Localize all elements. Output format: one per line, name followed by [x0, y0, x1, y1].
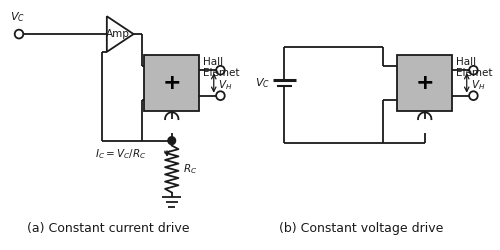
Bar: [397, 54, 452, 111]
Text: $I_C = V_C / R_C$: $I_C = V_C / R_C$: [96, 147, 146, 161]
Text: Hall: Hall: [204, 56, 224, 66]
Bar: [144, 54, 200, 111]
Text: $V_H$: $V_H$: [470, 78, 485, 92]
Text: Elemet: Elemet: [456, 68, 492, 78]
Text: $V_C$: $V_C$: [10, 10, 24, 24]
Text: $V_H$: $V_H$: [218, 78, 232, 92]
Text: Elemet: Elemet: [204, 68, 240, 78]
Text: Hall: Hall: [456, 56, 476, 66]
Text: (b) Constant voltage drive: (b) Constant voltage drive: [278, 222, 443, 235]
Text: +: +: [416, 73, 434, 93]
Text: +: +: [162, 73, 181, 93]
Text: Amp: Amp: [106, 29, 130, 39]
Text: $R_C$: $R_C$: [183, 162, 198, 176]
Text: (a) Constant current drive: (a) Constant current drive: [26, 222, 189, 235]
Circle shape: [168, 137, 175, 144]
Text: $V_C$: $V_C$: [255, 76, 270, 90]
